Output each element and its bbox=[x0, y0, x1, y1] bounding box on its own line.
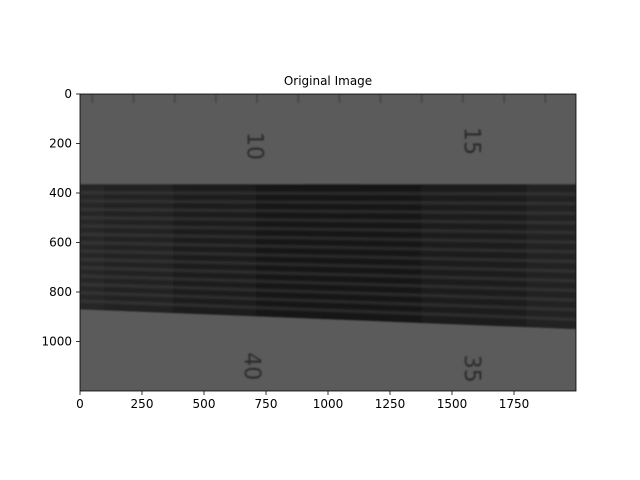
y-tick-label: 200 bbox=[49, 137, 72, 151]
ruler-number: 40 bbox=[239, 352, 264, 380]
y-tick-label: 800 bbox=[49, 285, 72, 299]
x-tick-label: 1000 bbox=[313, 397, 344, 411]
fringe-line bbox=[80, 191, 576, 196]
fringe-line bbox=[80, 224, 576, 234]
ruler-number: 35 bbox=[459, 355, 484, 383]
fringe-line bbox=[80, 291, 576, 311]
y-tick-label: 1000 bbox=[41, 335, 72, 349]
x-tick-label: 750 bbox=[255, 397, 278, 411]
x-tick-label: 0 bbox=[76, 397, 84, 411]
fringe-line bbox=[80, 208, 576, 215]
ruler-number: 15 bbox=[459, 127, 484, 155]
image-plot: 10 15 40 35 bbox=[80, 94, 576, 391]
x-tick-label: 1250 bbox=[375, 397, 406, 411]
fringe-line bbox=[80, 233, 576, 244]
x-tick-label: 1500 bbox=[437, 397, 468, 411]
y-axis: 0 200 400 600 800 1000 bbox=[41, 87, 80, 349]
fringe-line bbox=[80, 216, 576, 225]
x-tick-label: 1750 bbox=[499, 397, 530, 411]
fringe-line bbox=[80, 249, 576, 263]
chart-title: Original Image bbox=[284, 74, 372, 88]
fringe-line bbox=[80, 274, 576, 292]
fringe-line bbox=[80, 299, 576, 321]
y-tick-label: 400 bbox=[49, 186, 72, 200]
x-axis: 0 250 500 750 1000 1250 1500 1750 bbox=[76, 391, 529, 411]
fringe-line bbox=[80, 266, 576, 283]
fringe-line bbox=[80, 283, 576, 302]
fringe-line bbox=[80, 241, 576, 254]
fringe-line bbox=[80, 199, 576, 205]
interference-fringes bbox=[80, 191, 576, 321]
x-tick-label: 250 bbox=[131, 397, 154, 411]
ruler-number: 10 bbox=[242, 132, 267, 160]
y-tick-label: 0 bbox=[64, 87, 72, 101]
fringe-line bbox=[80, 258, 576, 273]
y-tick-label: 600 bbox=[49, 236, 72, 250]
x-tick-label: 500 bbox=[193, 397, 216, 411]
